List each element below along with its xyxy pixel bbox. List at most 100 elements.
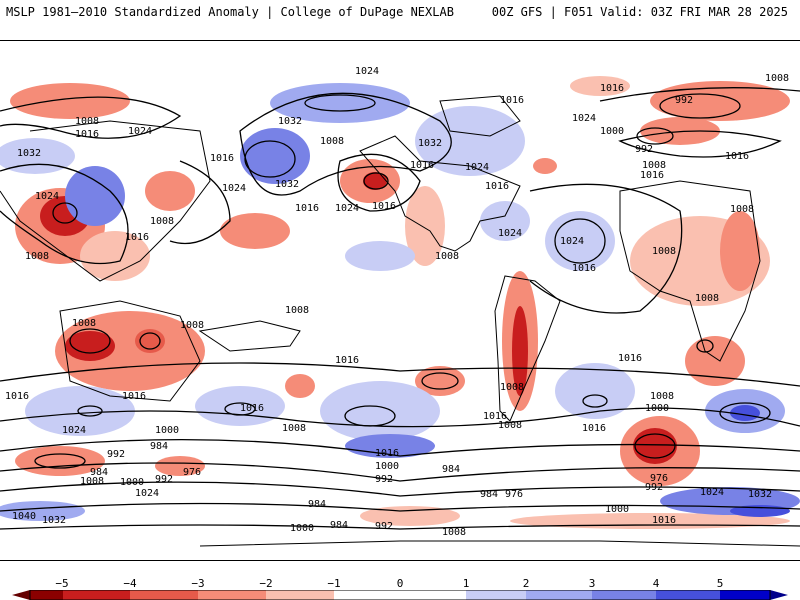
isobar-label: 1024 bbox=[62, 425, 86, 436]
isobar-label: 992 bbox=[375, 474, 393, 485]
isobar-label: 1016 bbox=[483, 411, 507, 422]
isobar-label: 984 bbox=[150, 441, 168, 452]
colorbar-tick-label: −2 bbox=[259, 577, 273, 590]
isobar-label: 984 bbox=[330, 520, 348, 531]
isobar-label: 1016 bbox=[600, 83, 624, 94]
isobar-label: 1000 bbox=[605, 504, 629, 515]
isobar-label: 1024 bbox=[560, 236, 584, 247]
isobar-label: 1016 bbox=[572, 263, 596, 274]
isobar-label: 1008 bbox=[498, 420, 522, 431]
colorbar-tick-label: −1 bbox=[327, 577, 341, 590]
isobar-label: 1016 bbox=[295, 203, 319, 214]
colorbar-tick-label: −3 bbox=[191, 577, 205, 590]
isobar-label: 1024 bbox=[135, 488, 159, 499]
isobar-label: 1024 bbox=[222, 183, 246, 194]
isobar-label: 984 bbox=[90, 467, 108, 478]
isobar-label: 1008 bbox=[765, 73, 789, 84]
isobar-label: 1016 bbox=[725, 151, 749, 162]
isobar-label: 1032 bbox=[278, 116, 302, 127]
isobar-label: 976 bbox=[650, 473, 668, 484]
isobar-label: 1016 bbox=[240, 403, 264, 414]
isobar-label: 1016 bbox=[372, 201, 396, 212]
isobar-label: 1000 bbox=[375, 461, 399, 472]
isobar-label: 1008 bbox=[642, 160, 666, 171]
isobar-label: 1008 bbox=[180, 320, 204, 331]
isobar-label: 976 bbox=[183, 467, 201, 478]
isobar-label: 984 bbox=[442, 464, 460, 475]
isobar-label: 1008 bbox=[695, 293, 719, 304]
isobar-label: 1008 bbox=[320, 136, 344, 147]
isobar-label: 1000 bbox=[645, 403, 669, 414]
isobar-label: 1008 bbox=[150, 216, 174, 227]
isobar-label: 976 bbox=[505, 489, 523, 500]
isobar-label: 1008 bbox=[285, 305, 309, 316]
isobar-contours bbox=[0, 87, 800, 530]
isobar-label: 1000 bbox=[120, 477, 144, 488]
isobar-label: 1024 bbox=[465, 162, 489, 173]
isobar-label: 1000 bbox=[290, 523, 314, 534]
isobar-label: 1016 bbox=[122, 391, 146, 402]
isobar-label: 1032 bbox=[17, 148, 41, 159]
isobar-label: 1032 bbox=[275, 179, 299, 190]
colorbar-tick-label: 4 bbox=[652, 577, 660, 590]
isobar-label: 1016 bbox=[5, 391, 29, 402]
isobar-label: 1008 bbox=[80, 476, 104, 487]
isobar-label: 1032 bbox=[418, 138, 442, 149]
isobar-label: 1024 bbox=[572, 113, 596, 124]
isobar-label: 1008 bbox=[25, 251, 49, 262]
isobar-label: 1032 bbox=[748, 489, 772, 500]
isobar-label: 1016 bbox=[335, 355, 359, 366]
isobar-label: 1000 bbox=[600, 126, 624, 137]
isobar-label: 1016 bbox=[410, 160, 434, 171]
model-valid-time: 00Z GFS | F051 Valid: 03Z FRI MAR 28 202… bbox=[491, 5, 788, 19]
isobar-label: 1024 bbox=[498, 228, 522, 239]
isobar-label: 1024 bbox=[355, 66, 379, 77]
isobar-label: 1008 bbox=[730, 204, 754, 215]
isobar-label: 992 bbox=[155, 474, 173, 485]
isobar-label: 992 bbox=[645, 482, 663, 493]
anomaly-colorbar: −5 −4 −3 −2 −1 0 1 2 3 4 5 bbox=[0, 566, 800, 600]
isobar-label: 1024 bbox=[128, 126, 152, 137]
isobar-label: 1000 bbox=[155, 425, 179, 436]
map-title: MSLP 1981–2010 Standardized Anomaly | Co… bbox=[6, 5, 454, 19]
isobar-label: 992 bbox=[375, 521, 393, 532]
colorbar-tick-label: −4 bbox=[123, 577, 137, 590]
isobar-label: 1016 bbox=[618, 353, 642, 364]
isobar-label: 1008 bbox=[442, 527, 466, 538]
colorbar-tick-label: 5 bbox=[716, 577, 724, 590]
isobar-labels: 1024 1008 1016 1016 992 1008 1016 1024 1… bbox=[5, 66, 789, 538]
isobar-label: 1016 bbox=[640, 170, 664, 181]
isobar-label: 992 bbox=[107, 449, 125, 460]
colorbar-tick-label: −5 bbox=[55, 577, 69, 590]
isobar-label: 1016 bbox=[485, 181, 509, 192]
isobar-label: 992 bbox=[635, 144, 653, 155]
isobar-label: 1008 bbox=[435, 251, 459, 262]
isobar-label: 1016 bbox=[582, 423, 606, 434]
isobar-label: 1008 bbox=[72, 318, 96, 329]
isobar-label: 1016 bbox=[75, 129, 99, 140]
isobar-label: 1024 bbox=[35, 191, 59, 202]
isobar-label: 1016 bbox=[652, 515, 676, 526]
isobar-label: 1040 bbox=[12, 511, 36, 522]
colorbar-tick-label: 2 bbox=[522, 577, 530, 590]
isobar-label: 992 bbox=[675, 95, 693, 106]
isobar-label: 1016 bbox=[500, 95, 524, 106]
isobar-label: 1024 bbox=[700, 487, 724, 498]
colorbar-tick-label: 0 bbox=[396, 577, 404, 590]
anomaly-map: 1024 1008 1016 1016 992 1008 1016 1024 1… bbox=[0, 40, 800, 561]
isobar-label: 984 bbox=[480, 489, 498, 500]
isobar-label: 1008 bbox=[282, 423, 306, 434]
isobar-label: 1024 bbox=[335, 203, 359, 214]
colorbar-tick-label: 3 bbox=[588, 577, 596, 590]
colorbar-strip bbox=[12, 590, 788, 600]
isobar-label: 1016 bbox=[375, 448, 399, 459]
coastlines bbox=[0, 95, 800, 547]
isobar-label: 1008 bbox=[652, 246, 676, 257]
isobar-label: 1016 bbox=[125, 232, 149, 243]
isobar-label: 1016 bbox=[210, 153, 234, 164]
isobar-label: 1032 bbox=[42, 515, 66, 526]
colorbar-tick-label: 1 bbox=[462, 577, 470, 590]
isobar-label: 1008 bbox=[75, 116, 99, 127]
isobar-label: 1008 bbox=[500, 382, 524, 393]
isobar-label: 984 bbox=[308, 499, 326, 510]
